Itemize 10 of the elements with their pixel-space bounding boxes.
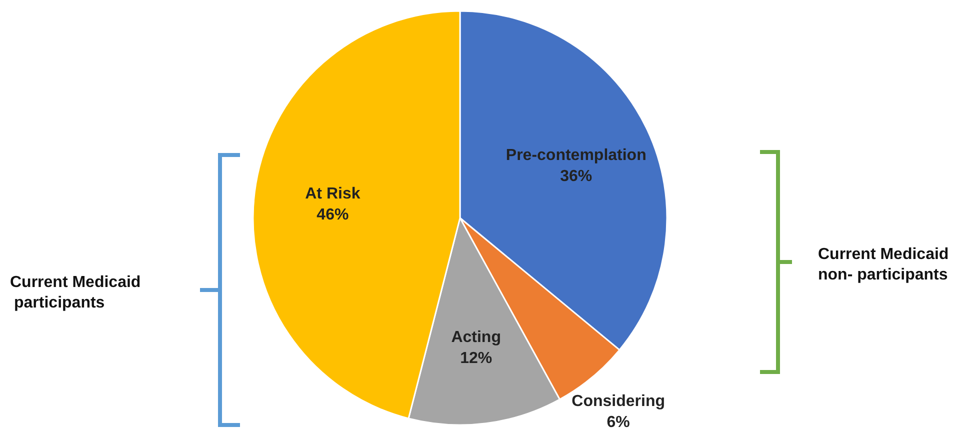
slice-label: At Risk — [305, 186, 360, 203]
data-label: 46% — [316, 206, 349, 224]
slice-label: Pre-contemplation — [506, 147, 646, 164]
slice-label: Acting — [451, 329, 501, 346]
text: Current Medicaid non- participants — [818, 246, 949, 284]
data-label: 36% — [560, 168, 592, 185]
text: Current Medicaid participants — [10, 274, 141, 312]
data-label: 6% — [606, 414, 630, 429]
data-label: 12% — [460, 350, 492, 367]
slice-label: Considering — [572, 393, 666, 410]
